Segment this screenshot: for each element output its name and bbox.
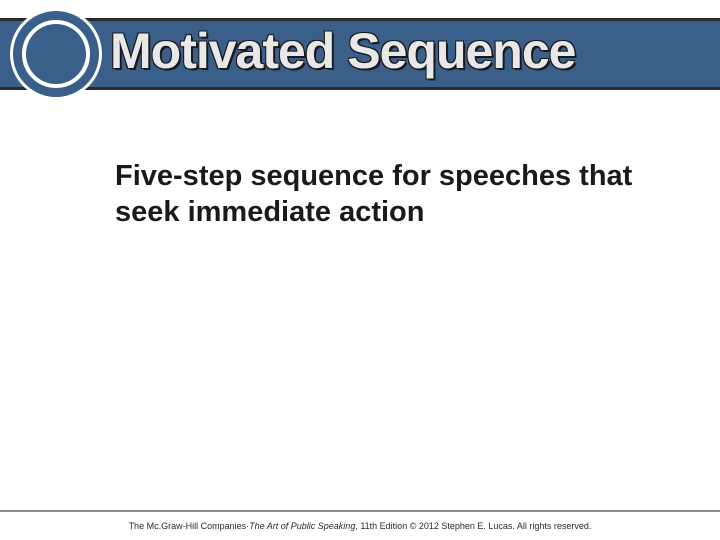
footer: The Mc.Graw-Hill Companies · The Art of …: [0, 510, 720, 540]
circle-ring: [13, 11, 99, 97]
decorative-circle: [10, 8, 102, 100]
footer-publisher: The Mc.Graw-Hill Companies: [129, 521, 247, 531]
circle-inner: [26, 24, 86, 84]
footer-book-title: The Art of Public Speaking: [249, 521, 355, 531]
slide-title: Motivated Sequence: [110, 22, 575, 80]
footer-edition: , 11th Edition © 2012 Stephen E. Lucas. …: [355, 521, 591, 531]
body-text: Five-step sequence for speeches that see…: [115, 158, 675, 231]
